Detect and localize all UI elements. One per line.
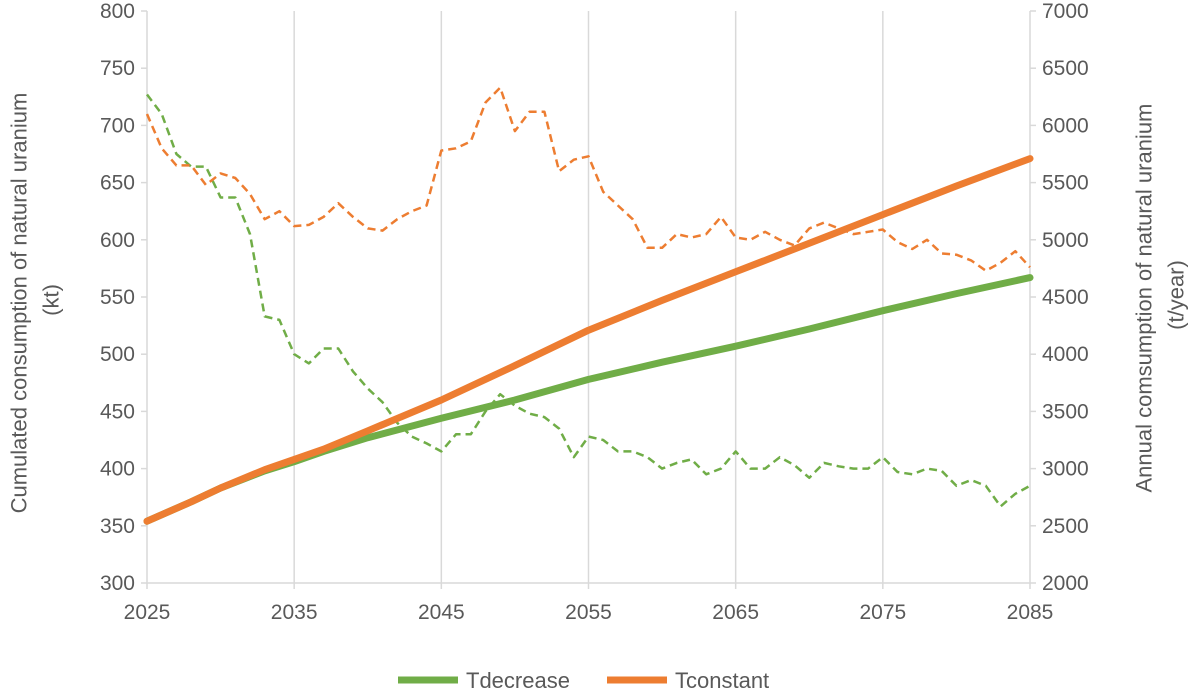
plot-area: [143, 86, 1034, 525]
x-tick-label-2055: 2055: [565, 601, 612, 624]
y2-axis-title: Annual comsumption of natural uranium (t…: [1132, 97, 1189, 492]
y2-tick-label-4000: 4000: [1042, 343, 1089, 366]
y-axis-title: Cumulated consumption of natural uranium…: [7, 87, 64, 514]
y-tick-label-800: 800: [100, 0, 135, 23]
y-tick-label-650: 650: [100, 172, 135, 195]
series-line-tconstant-annual: [145, 86, 1031, 272]
grid: [293, 11, 884, 583]
legend-label-tconstant: Tconstant: [675, 668, 769, 690]
y2-tick-label-5000: 5000: [1042, 229, 1089, 252]
y2-axis-title-line-1: Annual comsumption of natural uranium: [1132, 104, 1157, 493]
y-axis-title-line-1: Cumulated consumption of natural uranium: [7, 93, 32, 514]
y-tick-label-350: 350: [100, 515, 135, 538]
y2-tick-label-3000: 3000: [1042, 458, 1089, 481]
axes: [141, 10, 1036, 589]
y-tick-label-550: 550: [100, 286, 135, 309]
y-tick-label-750: 750: [100, 57, 135, 80]
series-line-tconstant: [143, 155, 1034, 525]
y2-tick-label-5500: 5500: [1042, 172, 1089, 195]
y2-tick-label-7000: 7000: [1042, 0, 1089, 23]
x-tick-label-2085: 2085: [1007, 601, 1054, 624]
series-line-tdecrease-annual: [146, 93, 1031, 508]
y-axis-title-line-2: (kt): [39, 284, 64, 316]
y-tick-label-450: 450: [100, 400, 135, 423]
y2-tick-label-6000: 6000: [1042, 114, 1089, 137]
y-tick-label-700: 700: [100, 114, 135, 137]
x-tick-label-2035: 2035: [271, 601, 318, 624]
x-tick-label-2065: 2065: [712, 601, 759, 624]
x-tick-label-2025: 2025: [124, 601, 171, 624]
y2-tick-label-2000: 2000: [1042, 572, 1089, 595]
y-tick-label-400: 400: [100, 458, 135, 481]
y2-tick-label-6500: 6500: [1042, 57, 1089, 80]
y2-tick-label-2500: 2500: [1042, 515, 1089, 538]
x-tick-label-2075: 2075: [859, 601, 906, 624]
tick-labels: 300 350 400 450 500 550 600 650 700 750 800 2000 250…: [100, 0, 1089, 624]
y-tick-label-600: 600: [100, 229, 135, 252]
y2-axis-title-line-2: (t/year): [1164, 260, 1189, 330]
legend-label-tdecrease: Tdecrease: [466, 668, 570, 690]
legend: Tdecrease Tconstant: [398, 668, 769, 690]
x-tick-label-2045: 2045: [418, 601, 465, 624]
y2-tick-label-4500: 4500: [1042, 286, 1089, 309]
y-tick-label-300: 300: [100, 572, 135, 595]
y-tick-label-500: 500: [100, 343, 135, 366]
y2-tick-label-3500: 3500: [1042, 400, 1089, 423]
